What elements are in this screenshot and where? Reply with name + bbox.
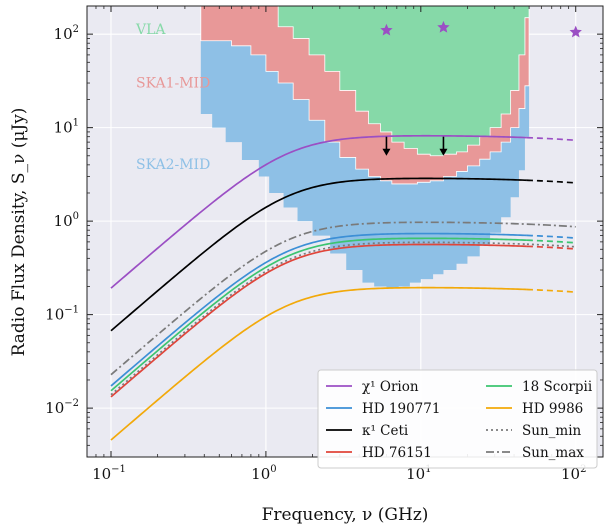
x-axis-label: Frequency, ν (GHz) [262, 505, 429, 525]
y-tick-label: 10−2 [45, 398, 79, 417]
y-tick-label: 102 [54, 24, 79, 43]
legend-box [317, 369, 598, 469]
markers [380, 20, 582, 156]
x-tick-label: 10−1 [92, 464, 126, 483]
legend-label: HD 190771 [362, 401, 440, 417]
flux-curves [110, 134, 576, 441]
star-marker [437, 20, 450, 33]
series-line-extrapolated [526, 239, 576, 244]
x-tick-label: 100 [251, 464, 276, 483]
series-line [110, 232, 527, 387]
y-tick-label: 10−1 [45, 305, 79, 324]
series-line [110, 243, 527, 398]
series-line-extrapolated [526, 243, 576, 248]
region-label: SKA2-MID [136, 157, 210, 173]
legend-label: Sun_min [522, 423, 582, 439]
series-line [110, 237, 527, 392]
star-marker [569, 25, 582, 38]
y-tick-label: 100 [54, 211, 79, 230]
region-labels: VLA SKA1-MID SKA2-MID [135, 22, 210, 173]
axis-ticks: 10−1 100 101 102 10−2 10−1 100 101 102 [45, 6, 603, 483]
series-line-extrapolated [526, 136, 576, 142]
legend-label: χ¹ Orion [362, 379, 419, 395]
star-marker [380, 23, 393, 36]
region-vla [200, 6, 530, 157]
arrow-head [382, 148, 391, 156]
x-tick-label: 101 [406, 464, 431, 483]
sensitivity-regions [200, 6, 530, 289]
legend-label: Sun_max [522, 445, 584, 461]
legend: χ¹ Orion 18 Scorpii HD 190771 HD 9986 κ¹ Cet… [317, 369, 598, 469]
region-label: VLA [135, 22, 166, 38]
x-tick-label: 102 [561, 464, 586, 483]
y-tick-label: 101 [54, 118, 79, 137]
series-line [110, 241, 527, 396]
legend-label: 18 Scorpii [522, 379, 593, 395]
legend-label: HD 76151 [362, 445, 432, 461]
y-axis-label: Radio Flux Density, S_ν (μJy) [9, 108, 29, 357]
series-line [110, 134, 527, 289]
series-line-extrapolated [526, 234, 576, 239]
series-line [110, 221, 527, 376]
legend-label: HD 9986 [522, 401, 583, 417]
legend-label: κ¹ Ceti [362, 423, 409, 439]
series-line-extrapolated [526, 245, 576, 250]
series-line [110, 286, 527, 441]
series-line-extrapolated [526, 288, 576, 293]
series-line-extrapolated [526, 179, 576, 184]
series-line [110, 177, 527, 332]
region-label: SKA1-MID [136, 75, 210, 91]
arrow-head [439, 148, 448, 156]
